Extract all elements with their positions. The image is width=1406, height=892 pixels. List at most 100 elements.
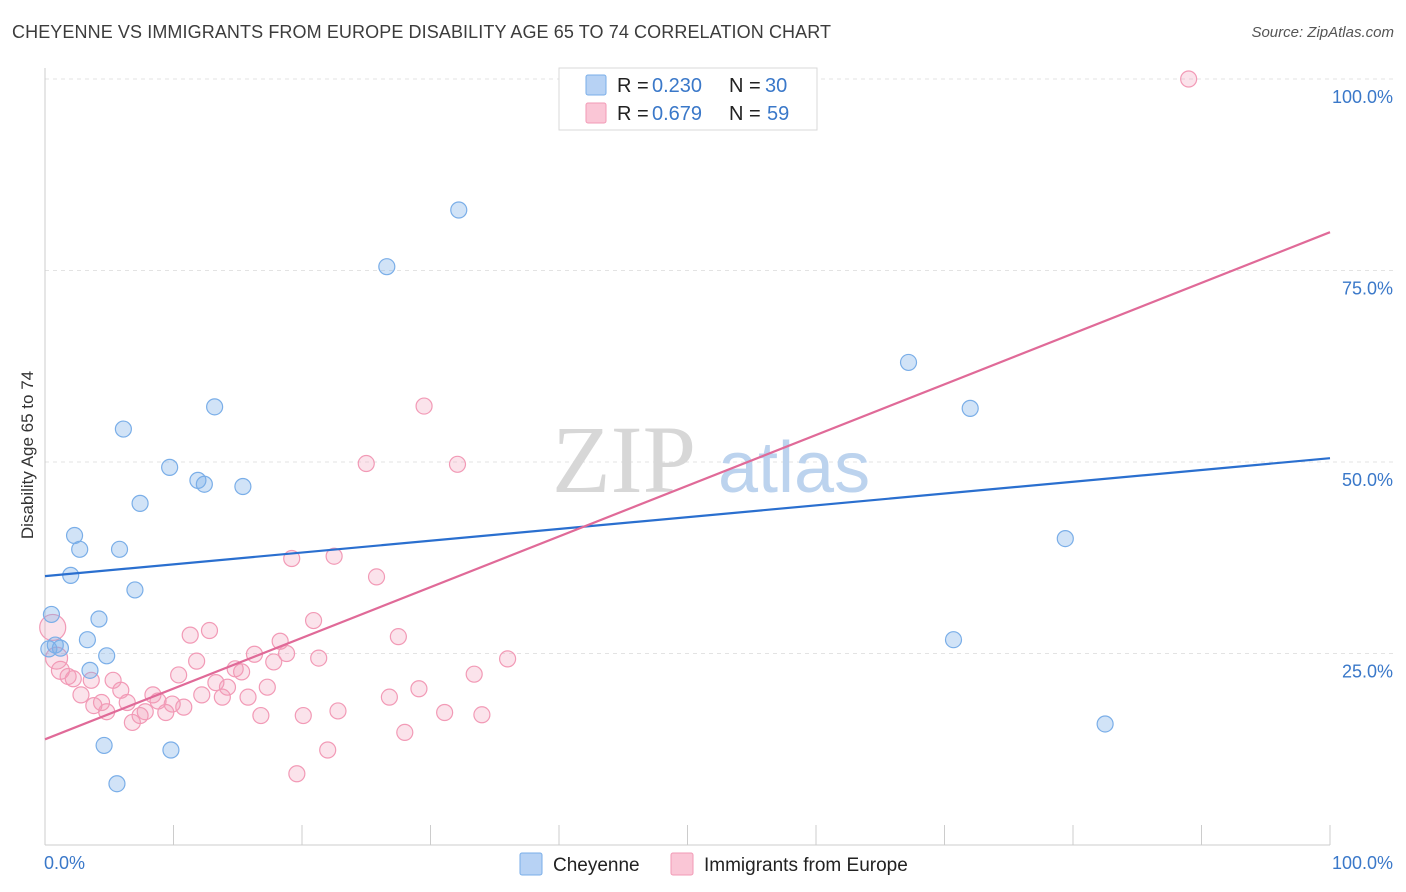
legend-swatch-cheyenne	[585, 74, 607, 96]
immigrants-point-56	[473, 706, 491, 724]
x-tick-label-0: 0.0%	[44, 853, 85, 873]
watermark-atlas-text: atlas	[718, 428, 870, 508]
immigrants-point-22	[181, 626, 199, 644]
immigrants-point-24	[193, 686, 211, 704]
cheyenne-point-15	[131, 494, 149, 512]
chart-title: CHEYENNE VS IMMIGRANTS FROM EUROPE DISAB…	[12, 22, 832, 42]
source-label: Source: ZipAtlas.com	[1251, 24, 1394, 41]
immigrants-point-51	[410, 680, 428, 698]
immigrants-point-31	[239, 688, 257, 706]
immigrants-point-58	[1180, 70, 1198, 88]
cheyenne-point-11	[108, 775, 126, 793]
cheyenne-point-23	[450, 201, 468, 219]
cheyenne-point-16	[161, 458, 179, 476]
bottom-legend-swatch-cheyenne	[519, 852, 543, 876]
legend-n-label-1: N =	[729, 103, 761, 125]
cheyenne-point-19	[195, 475, 213, 493]
cheyenne-point-6	[78, 631, 97, 649]
y-axis-label: Disability Age 65 to 74	[18, 371, 37, 539]
cheyenne-point-8	[90, 610, 108, 628]
immigrants-point-8	[92, 693, 111, 712]
y-tick-label-0: 25.0%	[1342, 662, 1393, 682]
watermark-zip-text: ZIP	[552, 406, 696, 513]
cheyenne-point-9	[95, 736, 113, 755]
legend-n-value-1: 59	[767, 103, 789, 125]
cheyenne-point-12	[110, 540, 129, 558]
x-tick-label-1: 100.0%	[1332, 853, 1393, 873]
immigrants-point-55	[465, 665, 483, 683]
immigrants-point-42	[310, 649, 328, 667]
immigrants-point-43	[319, 741, 337, 759]
immigrants-point-37	[277, 644, 296, 663]
immigrants-point-5	[72, 686, 90, 704]
bottom-legend-swatch-immigrants	[670, 852, 694, 876]
cheyenne-point-24	[899, 353, 918, 372]
y-tick-label-1: 50.0%	[1342, 470, 1393, 490]
immigrants-point-40	[294, 706, 312, 725]
cheyenne-point-22	[378, 258, 396, 276]
cheyenne-point-0	[42, 605, 61, 624]
legend-n-label-0: N =	[729, 75, 761, 97]
legend-n-value-0: 30	[765, 75, 787, 97]
immigrants-point-4	[64, 670, 82, 688]
cheyenne-point-27	[1056, 529, 1074, 548]
immigrants-point-23	[188, 652, 206, 670]
cheyenne-point-26	[961, 399, 979, 417]
immigrants-point-49	[389, 628, 407, 646]
legend-swatch-immigrants	[585, 102, 607, 124]
immigrants-point-33	[252, 706, 270, 725]
y-tick-label-3: 100.0%	[1332, 87, 1393, 107]
cheyenne-point-13	[114, 420, 132, 438]
cheyenne-point-21	[234, 477, 252, 496]
legend-r-value-1: 0.679	[652, 103, 702, 125]
legend-r-label-1: R =	[617, 103, 649, 125]
cheyenne-point-17	[162, 741, 180, 759]
legend-r-value-0: 0.230	[652, 75, 702, 97]
axes	[44, 68, 1331, 846]
immigrants-point-21	[175, 698, 193, 716]
cheyenne-point-10	[98, 647, 116, 665]
cheyenne-trend-line	[44, 457, 1331, 578]
bottom-legend: Cheyenne Immigrants from Europe	[519, 852, 908, 876]
immigrants-point-30	[233, 663, 251, 681]
x-tick-labels: 0.0% 100.0%	[44, 853, 1393, 873]
cheyenne-point-14	[126, 581, 144, 599]
bottom-legend-label-immigrants: Immigrants from Europe	[704, 855, 908, 876]
immigrants-point-48	[380, 688, 398, 706]
immigrants-point-20	[170, 666, 188, 684]
legend-r-label-0: R =	[617, 75, 649, 97]
trend-lines	[44, 231, 1331, 741]
legend: R = 0.230 N = 30 R = 0.679 N = 59	[558, 67, 818, 131]
immigrants-point-52	[415, 397, 433, 415]
cheyenne-point-7	[81, 661, 99, 679]
gridlines	[45, 78, 1393, 654]
cheyenne-point-20	[206, 398, 224, 416]
immigrants-point-34	[258, 678, 276, 696]
immigrants-point-50	[396, 723, 414, 741]
immigrants-point-28	[218, 678, 237, 696]
y-tick-labels: 25.0% 50.0% 75.0% 100.0%	[1332, 87, 1393, 682]
bottom-legend-label-cheyenne: Cheyenne	[553, 855, 640, 876]
immigrants-point-44	[325, 547, 343, 565]
cheyenne-point-25	[944, 631, 963, 649]
cheyenne-point-5	[71, 540, 89, 558]
immigrants-point-27	[213, 688, 231, 706]
immigrants-point-35	[265, 653, 283, 671]
immigrants-point-39	[288, 765, 306, 783]
data-points	[39, 70, 1198, 793]
immigrants-point-57	[499, 650, 517, 668]
immigrants-point-25	[200, 621, 219, 640]
immigrants-point-41	[304, 611, 323, 630]
immigrants-point-45	[329, 702, 347, 720]
y-tick-label-2: 75.0%	[1342, 279, 1393, 299]
immigrants-point-15	[136, 703, 154, 721]
immigrants-point-53	[436, 703, 454, 722]
cheyenne-point-29	[40, 640, 58, 658]
cheyenne-point-28	[1096, 715, 1114, 733]
immigrants-point-47	[367, 568, 386, 586]
watermark: ZIP atlas	[552, 406, 870, 513]
immigrants-trend-line	[44, 231, 1331, 741]
immigrants-point-46	[357, 454, 375, 473]
immigrants-point-54	[448, 455, 467, 473]
